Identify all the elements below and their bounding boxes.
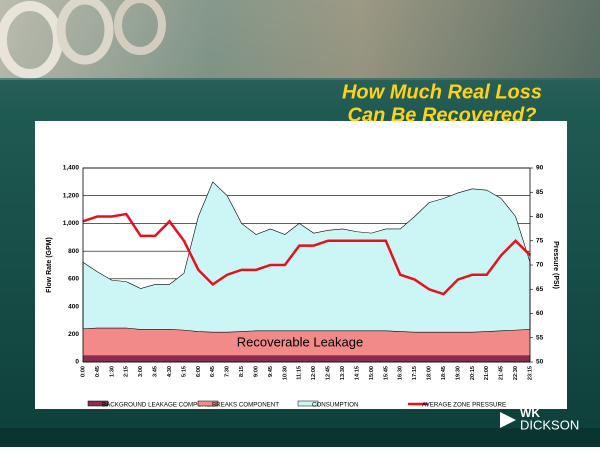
x-tick-label: 1:30 xyxy=(109,366,115,377)
x-tick-label: 14:15 xyxy=(354,366,360,380)
x-tick-label: 6:45 xyxy=(210,366,216,377)
footer-bar xyxy=(0,428,600,447)
x-tick-label: 23:15 xyxy=(527,366,533,380)
x-tick-label: 21:00 xyxy=(484,366,490,380)
y-tick-label: 1,400 xyxy=(63,165,80,172)
x-tick-label: 18:00 xyxy=(427,366,433,380)
legend-label: BREAKS COMPONENT xyxy=(212,402,279,409)
x-tick-label: 3:00 xyxy=(138,366,144,377)
x-tick-label: 16:30 xyxy=(398,366,404,380)
legend-label: AVERAGE ZONE PRESSURE xyxy=(422,402,506,409)
x-tick-label: 22:30 xyxy=(513,366,519,380)
x-tick-label: 15:00 xyxy=(369,366,375,380)
y2-tick-label: 50 xyxy=(536,359,544,366)
y2-tick-label: 55 xyxy=(536,334,544,341)
x-tick-label: 17:15 xyxy=(412,366,418,380)
x-tick-label: 20:15 xyxy=(470,366,476,380)
y2-tick-label: 60 xyxy=(536,310,544,317)
banner-photo xyxy=(0,0,600,80)
y-tick-label: 600 xyxy=(68,276,79,283)
x-tick-label: 5:15 xyxy=(181,366,187,377)
x-tick-label: 7:30 xyxy=(225,366,231,377)
y-tick-label: 400 xyxy=(68,303,79,310)
x-tick-label: 9:45 xyxy=(268,366,274,377)
x-tick-label: 19:30 xyxy=(455,366,461,380)
area xyxy=(83,355,530,362)
x-tick-label: 0:45 xyxy=(95,366,101,377)
x-tick-label: 4:30 xyxy=(167,366,173,377)
y2-tick-label: 90 xyxy=(536,165,544,172)
slide: How Much Real Loss Can Be Recovered? WK … xyxy=(0,0,600,447)
x-tick-label: 15:45 xyxy=(383,366,389,380)
y2-tick-label: 85 xyxy=(536,189,544,196)
y-tick-label: 800 xyxy=(68,248,79,255)
x-tick-label: 2:15 xyxy=(124,366,130,377)
y-tick-label: 1,000 xyxy=(63,220,80,227)
x-tick-label: 13:30 xyxy=(340,366,346,380)
x-tick-label: 6:00 xyxy=(196,366,202,377)
x-tick-label: 11:15 xyxy=(297,366,303,380)
x-tick-label: 21:45 xyxy=(499,366,505,380)
annotation: Recoverable Leakage xyxy=(237,334,363,349)
y-tick-label: 1,200 xyxy=(63,192,80,199)
legend-label: CONSUMPTION xyxy=(312,402,358,409)
x-tick-label: 9:00 xyxy=(253,366,259,377)
x-tick-label: 3:45 xyxy=(153,366,159,377)
page: How Much Real Loss Can Be Recovered? WK … xyxy=(0,0,600,452)
x-tick-label: 0:00 xyxy=(80,366,86,377)
logo-text: DICKSON xyxy=(520,417,579,432)
x-tick-label: 12:00 xyxy=(311,366,317,380)
y2-tick-label: 75 xyxy=(536,237,544,244)
y2-tick-label: 80 xyxy=(536,213,544,220)
y2-tick-label: 70 xyxy=(536,262,544,269)
y2-axis-label: Pressure (PSI) xyxy=(552,241,559,289)
x-tick-label: 18:45 xyxy=(441,366,447,380)
y2-tick-label: 65 xyxy=(536,286,544,293)
y-tick-label: 200 xyxy=(68,331,79,338)
title-line: How Much Real Loss xyxy=(342,81,542,103)
x-tick-label: 10:30 xyxy=(282,366,288,380)
y-axis-label: Flow Rate (GPM) xyxy=(46,237,53,293)
x-tick-label: 8:15 xyxy=(239,366,245,377)
x-tick-label: 12:45 xyxy=(326,366,332,380)
y-tick-label: 0 xyxy=(75,359,79,366)
